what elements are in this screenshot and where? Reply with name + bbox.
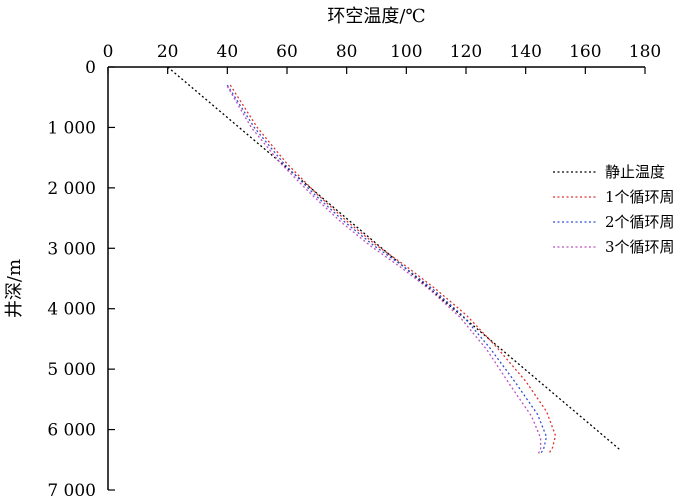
y-axis-title: 井深/m bbox=[4, 259, 25, 318]
series-line bbox=[229, 84, 557, 453]
y-tick-label: 4 000 bbox=[47, 300, 96, 320]
x-axis-title: 环空温度/℃ bbox=[327, 6, 425, 27]
axes: 0 20 40 60 80 100 120 140 160 180 0 1 000 2 000 3 000… bbox=[47, 42, 661, 499]
legend-label: 3个循环周 bbox=[605, 238, 675, 256]
series-line bbox=[226, 84, 548, 455]
series-3 bbox=[226, 84, 548, 455]
y-tick-label: 3 000 bbox=[47, 239, 96, 259]
legend-label: 2个循环周 bbox=[605, 213, 675, 231]
y-tick-label: 2 000 bbox=[47, 179, 96, 199]
y-tick-label: 6 000 bbox=[47, 421, 96, 441]
series-line bbox=[226, 85, 542, 456]
y-tick-label: 5 000 bbox=[47, 360, 96, 380]
series-4 bbox=[226, 85, 542, 456]
x-tick-label: 180 bbox=[629, 42, 661, 62]
series-line bbox=[167, 66, 622, 452]
x-tick-label: 120 bbox=[450, 42, 482, 62]
x-tick-label: 80 bbox=[336, 42, 358, 62]
x-tick-label: 40 bbox=[217, 42, 239, 62]
series-2 bbox=[229, 84, 557, 453]
x-tick-label: 140 bbox=[509, 42, 541, 62]
legend-label: 1个循环周 bbox=[605, 188, 675, 206]
x-tick-label: 60 bbox=[276, 42, 298, 62]
x-tick-label: 100 bbox=[390, 42, 422, 62]
x-tick-label: 20 bbox=[157, 42, 179, 62]
series-1 bbox=[167, 66, 622, 452]
y-tick-label: 7 000 bbox=[47, 481, 96, 499]
legend-label: 静止温度 bbox=[605, 163, 665, 181]
x-tick-label: 160 bbox=[569, 42, 601, 62]
y-tick-label: 0 bbox=[85, 58, 96, 78]
y-tick-label: 1 000 bbox=[47, 118, 96, 138]
series-layer bbox=[167, 66, 622, 456]
x-tick-label: 0 bbox=[103, 42, 114, 62]
legend: 静止温度 1个循环周 2个循环周 3个循环周 bbox=[553, 163, 675, 256]
